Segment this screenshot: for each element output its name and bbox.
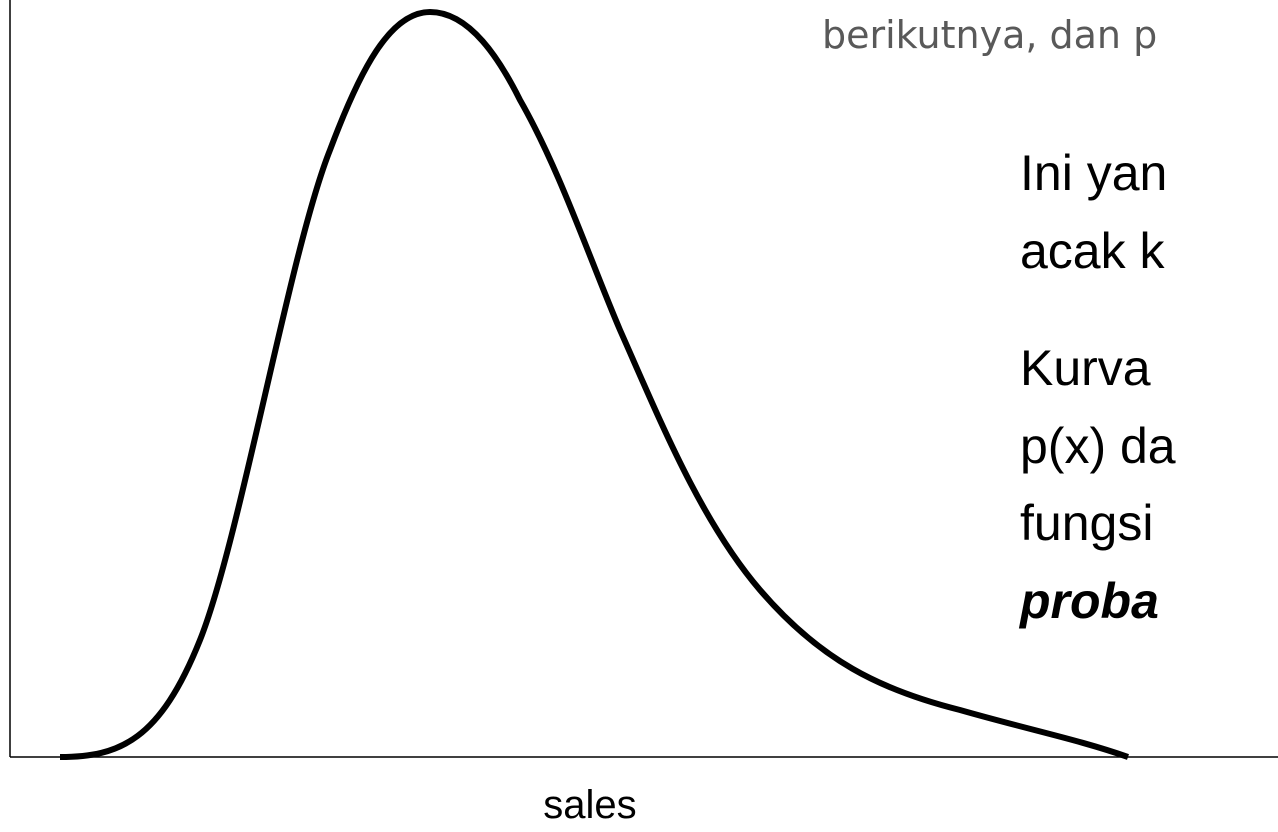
body-line: Ini yan [1020, 145, 1167, 201]
x-axis-label: sales [543, 783, 636, 827]
body-line: proba [1018, 573, 1159, 629]
top-text: berikutnya, dan p [822, 13, 1157, 57]
body-line: fungsi [1020, 495, 1153, 551]
body-line: p(x) da [1020, 418, 1176, 474]
body-line: Kurva [1020, 340, 1151, 396]
body-line: acak k [1020, 223, 1166, 279]
density-curve [59, 9, 1130, 760]
